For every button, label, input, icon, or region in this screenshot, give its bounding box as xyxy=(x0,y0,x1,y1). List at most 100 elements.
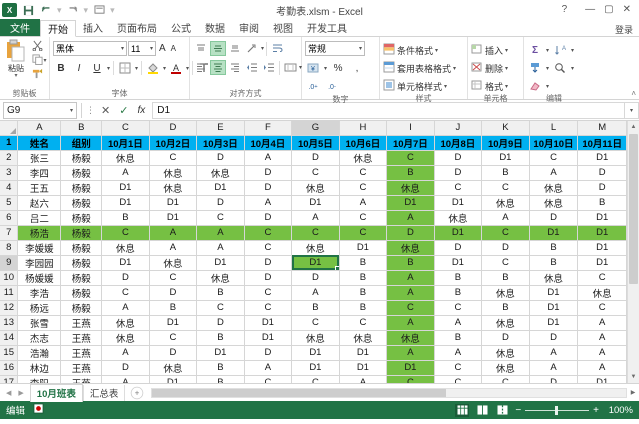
record-macro-icon[interactable] xyxy=(33,403,44,417)
copy-dropdown-icon[interactable]: ▾ xyxy=(43,58,47,64)
cell-H4[interactable]: C xyxy=(339,180,388,196)
cell-F7[interactable]: C xyxy=(244,225,293,241)
cell-B3[interactable]: 杨毅 xyxy=(60,165,103,181)
row-header-3[interactable]: 3 xyxy=(0,165,19,181)
tab-data[interactable]: 数据 xyxy=(205,23,225,35)
comma-style-button[interactable]: , xyxy=(355,62,359,74)
cell-B15[interactable]: 王燕 xyxy=(60,345,103,361)
align-middle-icon[interactable] xyxy=(210,41,226,56)
maximize-button[interactable]: ▢ xyxy=(604,4,614,15)
cell-E4[interactable]: D1 xyxy=(196,180,245,196)
cell-G12[interactable]: B xyxy=(291,300,340,316)
cell-B2[interactable]: 杨毅 xyxy=(60,150,103,166)
cell-I15[interactable]: A xyxy=(386,345,435,361)
cell-F5[interactable]: A xyxy=(244,195,293,211)
cell-A6[interactable]: 吕二 xyxy=(17,210,62,226)
cell-B12[interactable]: 杨毅 xyxy=(60,300,103,316)
cell-C15[interactable]: A xyxy=(101,345,150,361)
tab-developer[interactable]: 开发工具 xyxy=(307,23,347,35)
row-header-11[interactable]: 11 xyxy=(0,285,19,301)
cell-A3[interactable]: 李四 xyxy=(17,165,62,181)
column-header-F[interactable]: F xyxy=(244,121,293,136)
cell-E2[interactable]: D xyxy=(196,150,245,166)
cell-A15[interactable]: 浩瀚 xyxy=(17,345,62,361)
row-header-12[interactable]: 12 xyxy=(0,300,19,316)
tab-view[interactable]: 视图 xyxy=(273,23,293,35)
number-format-combobox[interactable]: 常规 ▾ xyxy=(305,41,365,56)
percent-style-button[interactable]: % xyxy=(333,62,343,74)
cell-C16[interactable]: D xyxy=(101,360,150,376)
cell-C2[interactable]: 休息 xyxy=(101,150,150,166)
ribbon-tab-strip[interactable]: 文件 开始 插入 页面布局 公式 数据 审阅 视图 开发工具 登录 xyxy=(0,19,639,37)
cell-K14[interactable]: D xyxy=(481,330,530,346)
cell-E11[interactable]: B xyxy=(196,285,245,301)
cell-M3[interactable]: D xyxy=(577,165,627,181)
cell-H12[interactable]: B xyxy=(339,300,388,316)
format-as-table-button[interactable]: 套用表格格式 ▾ xyxy=(383,60,456,76)
page-break-view-icon[interactable] xyxy=(495,404,509,417)
cell-H13[interactable]: C xyxy=(339,315,388,331)
help-icon[interactable]: ? xyxy=(561,4,568,15)
save-icon[interactable] xyxy=(21,3,35,17)
cell-G5[interactable]: D1 xyxy=(291,195,340,211)
window-buttons[interactable]: ? ribbon-display-icon — ▢ ✕ xyxy=(562,5,639,15)
cell-H8[interactable]: D1 xyxy=(339,240,388,256)
redo-icon[interactable] xyxy=(66,3,80,17)
cell-G10[interactable]: D xyxy=(291,270,340,286)
row-header-2[interactable]: 2 xyxy=(0,150,19,166)
cell-B10[interactable]: 杨毅 xyxy=(60,270,103,286)
table-row[interactable]: 6 吕二 杨毅 B D1 C D A C A 休息 A D D1 xyxy=(0,210,627,226)
insert-cells-button[interactable]: 插入 ▾ xyxy=(471,42,508,58)
cell-C5[interactable]: D1 xyxy=(101,195,150,211)
customize-qat-icon[interactable]: ▾ xyxy=(110,4,115,15)
column-header-E[interactable]: E xyxy=(196,121,245,136)
cell-E9[interactable]: D1 xyxy=(196,255,245,271)
cell-G8[interactable]: 休息 xyxy=(291,240,340,256)
cell-H16[interactable]: D1 xyxy=(339,360,388,376)
tab-review[interactable]: 审阅 xyxy=(239,23,259,35)
cell-B14[interactable]: 王燕 xyxy=(60,330,103,346)
cell-D5[interactable]: D1 xyxy=(149,195,198,211)
cell-C10[interactable]: D xyxy=(101,270,150,286)
row-header-17[interactable]: 17 xyxy=(0,375,19,383)
column-header-A[interactable]: A xyxy=(17,121,62,136)
zoom-slider[interactable]: − + xyxy=(515,405,599,416)
row-header-9[interactable]: 9 xyxy=(0,255,19,271)
cell-E14[interactable]: B xyxy=(196,330,245,346)
insert-function-icon[interactable]: fx xyxy=(137,104,146,116)
cell-D11[interactable]: D xyxy=(149,285,198,301)
cell-B9[interactable]: 杨毅 xyxy=(60,255,103,271)
cell-H6[interactable]: C xyxy=(339,210,388,226)
cell-L2[interactable]: C xyxy=(529,150,579,166)
sheet-nav-arrows[interactable]: ◀ ▶ xyxy=(0,389,30,397)
table-row[interactable]: 3 李四 杨毅 A 休息 休息 D C C B D B A D xyxy=(0,165,627,181)
font-color-dropdown-icon[interactable]: ▾ xyxy=(186,65,190,72)
cell-G9[interactable]: D1 xyxy=(291,255,340,271)
cell-J15[interactable]: A xyxy=(434,345,483,361)
cell-D14[interactable]: C xyxy=(149,330,198,346)
print-preview-icon[interactable] xyxy=(92,3,106,17)
cell-I2[interactable]: C xyxy=(386,150,435,166)
decrease-decimal-icon[interactable]: .0- xyxy=(328,83,336,91)
cell-H15[interactable]: D1 xyxy=(339,345,388,361)
cell-G6[interactable]: A xyxy=(291,210,340,226)
add-sheet-icon[interactable]: + xyxy=(131,386,144,399)
cell-M2[interactable]: D1 xyxy=(577,150,627,166)
cell-B17[interactable]: 王燕 xyxy=(60,375,103,383)
cell-M15[interactable]: A xyxy=(577,345,627,361)
column-header-G[interactable]: G xyxy=(291,121,340,136)
zoom-in-button[interactable]: + xyxy=(593,404,599,416)
cut-button[interactable] xyxy=(32,40,47,53)
vertical-scrollbar[interactable]: ▲ ▼ xyxy=(627,121,639,383)
cell-I7[interactable]: D xyxy=(386,225,435,241)
orientation-icon[interactable] xyxy=(244,41,260,56)
cell-J17[interactable]: C xyxy=(434,375,483,383)
cell-D1[interactable]: 10月2日 xyxy=(149,135,198,151)
cell-L3[interactable]: A xyxy=(529,165,579,181)
cell-H2[interactable]: 休息 xyxy=(339,150,388,166)
sheet-tab-summary[interactable]: 汇总表 xyxy=(82,384,126,401)
align-center-icon[interactable] xyxy=(210,60,226,75)
table-row[interactable]: 14 杰志 王燕 休息 C B D1 休息 休息 休息 B D D A xyxy=(0,330,627,346)
cell-B8[interactable]: 杨毅 xyxy=(60,240,103,256)
row-header-6[interactable]: 6 xyxy=(0,210,19,226)
